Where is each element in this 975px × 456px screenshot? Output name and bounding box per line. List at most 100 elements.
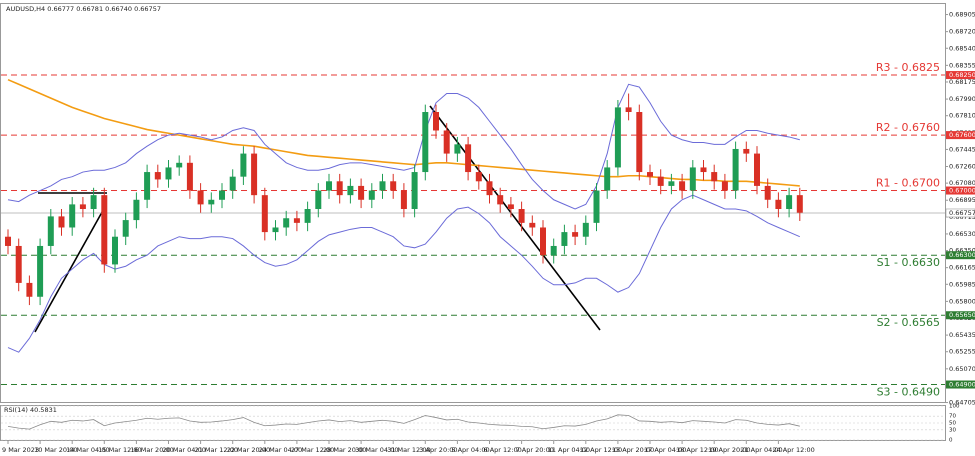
candle-body — [47, 216, 54, 246]
level-label: R3 - 0.6825 — [876, 61, 940, 74]
level-axis-box — [946, 251, 975, 260]
candle-body — [743, 148, 750, 154]
candle-body — [15, 245, 22, 283]
x-tick-label: 19 Apr 20:00 — [708, 446, 750, 454]
level-label: S1 - 0.6630 — [877, 256, 940, 269]
price-pane — [0, 3, 946, 403]
candle-body — [229, 176, 236, 191]
candle-body — [796, 195, 803, 213]
candle-body — [679, 181, 686, 191]
candle-body — [422, 112, 429, 173]
candle-body — [764, 185, 771, 200]
rsi-line — [7, 414, 800, 430]
candle-body — [379, 181, 386, 191]
candle-body — [304, 209, 311, 223]
candle-body — [347, 185, 354, 196]
candle-body — [582, 222, 589, 237]
candle-body — [647, 172, 653, 177]
overlay-line — [7, 194, 800, 353]
candle-body — [122, 220, 129, 237]
x-tick-label: 27 Mar 12:00 — [291, 446, 334, 454]
candle-body — [507, 204, 514, 210]
y-tick-label: 0.65800 — [949, 297, 975, 305]
last-price-box — [945, 208, 975, 218]
candle-body — [486, 181, 493, 196]
y-tick-label: 0.65255 — [949, 348, 975, 356]
candle-body — [240, 153, 247, 177]
candle-body — [358, 185, 365, 200]
candle-body — [112, 236, 118, 265]
last-price-label: 0.66757 — [949, 209, 975, 217]
candle-body — [775, 199, 782, 210]
candle-body — [657, 176, 664, 186]
y-tick-label: 0.64705 — [949, 399, 975, 407]
candle-body — [529, 222, 536, 228]
rsi-tick-label: 70 — [949, 414, 956, 420]
candle-body — [625, 107, 632, 113]
candle-body — [197, 190, 204, 205]
level-axis-box — [946, 380, 975, 389]
candle-body — [69, 204, 76, 228]
candle-body — [786, 195, 793, 210]
candle-body — [283, 218, 290, 228]
candle-body — [272, 227, 279, 233]
level-axis-label: 0.68250 — [949, 71, 975, 79]
rsi-tick-label: 30 — [949, 427, 956, 433]
candle-body — [454, 144, 461, 154]
y-tick-label: 0.65435 — [949, 331, 975, 339]
candle-body — [336, 181, 343, 196]
candle-body — [390, 181, 397, 191]
x-tick-label: 31 Mar 12:00 — [387, 446, 430, 454]
y-tick-label: 0.67445 — [949, 145, 975, 153]
y-tick-label: 0.68355 — [949, 61, 975, 69]
candle-body — [604, 167, 611, 191]
x-tick-label: 3 Apr 20:00 — [419, 446, 457, 454]
candle-body — [79, 204, 86, 210]
x-tick-label: 9 Mar 2023 — [2, 446, 39, 454]
x-tick-label: 12 Apr 12:00 — [580, 446, 622, 454]
y-tick-label: 0.66350 — [949, 247, 975, 255]
level-axis-box — [946, 131, 975, 140]
level-axis-label: 0.64900 — [949, 381, 975, 389]
candle-body — [497, 195, 504, 205]
chart-title: AUDUSD,H4 0.66777 0.66781 0.66740 0.6675… — [6, 5, 161, 13]
level-axis-label: 0.67600 — [949, 131, 975, 139]
candle-body — [154, 172, 161, 180]
x-tick-label: 20 Mar 04:00 — [163, 446, 206, 454]
x-tick-label: 11 Apr 04:00 — [548, 446, 590, 454]
candle-body — [37, 245, 44, 297]
candle-body — [165, 167, 172, 180]
candle-body — [133, 199, 140, 221]
candle-body — [26, 282, 33, 297]
candle-body — [219, 190, 225, 200]
candle-body — [668, 181, 675, 186]
candle-body — [208, 199, 215, 205]
overlay-line — [7, 78, 800, 187]
candle-body — [711, 172, 718, 182]
x-tick-label: 22 Mar 20:00 — [227, 446, 270, 454]
candle-body — [90, 195, 97, 210]
candle-body — [518, 209, 525, 223]
x-tick-label: 14 Mar 04:00 — [66, 446, 109, 454]
y-tick-label: 0.68720 — [949, 28, 975, 36]
candle-body — [593, 190, 600, 223]
x-tick-label: 13 Apr 20:00 — [612, 446, 654, 454]
level-label: R1 - 0.6700 — [876, 177, 940, 190]
level-label: S2 - 0.6565 — [877, 316, 940, 329]
candle-body — [550, 245, 557, 256]
y-tick-label: 0.65985 — [949, 280, 975, 288]
rsi-pane — [0, 405, 946, 441]
level-label: S3 - 0.6490 — [877, 386, 940, 399]
rsi-title: RSI(14) 40.5831 — [4, 406, 57, 414]
x-tick-label: 16 Mar 20:00 — [130, 446, 173, 454]
candle-body — [251, 153, 258, 196]
x-tick-label: 18 Apr 12:00 — [676, 446, 718, 454]
level-axis-label: 0.65650 — [949, 311, 975, 319]
candle-body — [465, 144, 472, 173]
candle-body — [754, 153, 760, 186]
y-tick-label: 0.66895 — [949, 196, 975, 204]
level-axis-label: 0.67000 — [949, 187, 975, 195]
